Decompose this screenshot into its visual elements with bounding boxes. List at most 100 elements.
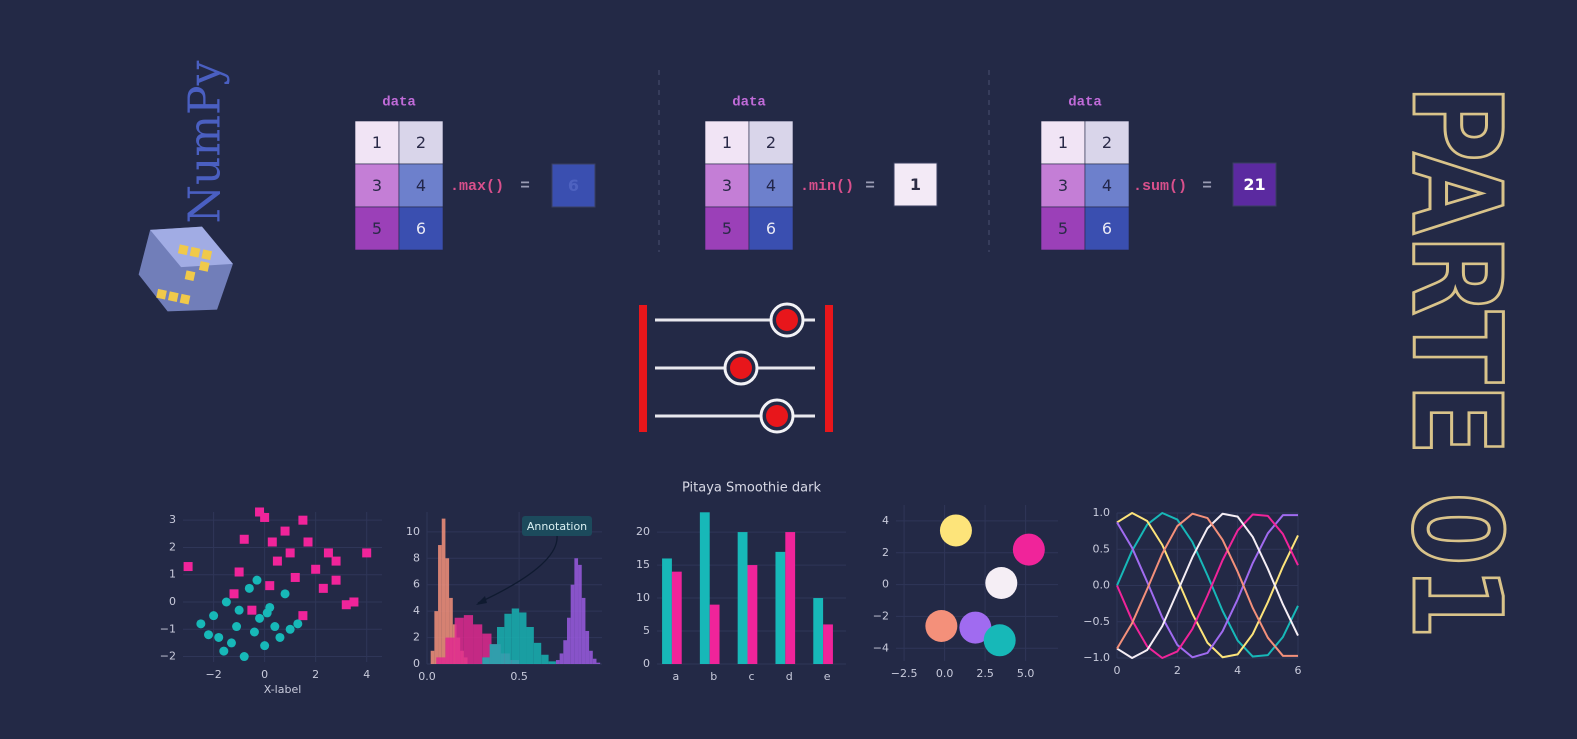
scatter-point <box>285 548 295 558</box>
histogram-bar <box>473 624 483 664</box>
scatter-point <box>331 556 341 566</box>
bar <box>709 604 720 664</box>
array-cell <box>748 120 794 165</box>
scatter-point <box>262 608 272 618</box>
abacus-bead <box>730 357 752 379</box>
histogram-bar <box>463 615 474 664</box>
array-cell <box>1040 206 1086 251</box>
bar <box>662 558 672 664</box>
histogram-bar <box>596 662 601 664</box>
scatter-point <box>239 652 249 662</box>
result-cell <box>893 162 938 207</box>
scatter-point <box>252 575 262 585</box>
scatter-point <box>293 619 303 629</box>
annotation-arrow <box>477 534 558 604</box>
x-tick-label: c <box>748 670 754 683</box>
chart-title: Pitaya Smoothie dark <box>682 481 821 496</box>
scatter-point <box>331 575 341 585</box>
array-value: 6 <box>766 219 776 238</box>
array-value: 2 <box>1102 133 1112 152</box>
x-tick-label: d <box>786 670 793 683</box>
scatter-point <box>196 619 206 629</box>
scatter-point <box>219 646 229 656</box>
x-tick-label: −2.5 <box>891 667 918 680</box>
y-tick-label: 2 <box>169 540 176 553</box>
histogram-bar <box>511 608 520 664</box>
x-tick-label: 0.5 <box>510 670 528 683</box>
histogram-bar <box>454 617 464 664</box>
x-tick-label: 5.0 <box>1017 667 1035 680</box>
array-value: 3 <box>372 176 382 195</box>
y-tick-label: −4 <box>873 641 889 654</box>
array-value: 5 <box>372 219 382 238</box>
logo-text: NumPy <box>180 60 231 223</box>
array-value: 3 <box>722 176 732 195</box>
result-cell <box>551 163 596 208</box>
array-cell <box>354 120 400 165</box>
scatter-point <box>255 507 265 517</box>
histogram-bar <box>578 564 582 664</box>
scatter-point <box>280 526 290 536</box>
array-value: 1 <box>1058 133 1068 152</box>
array-value: 6 <box>1102 219 1112 238</box>
scatter-point <box>247 605 257 615</box>
scatter-point <box>260 641 270 651</box>
histogram-bar <box>526 626 534 664</box>
histogram-bar <box>563 640 567 664</box>
x-tick-label: 0 <box>261 668 268 681</box>
bubble <box>959 611 992 644</box>
cube-pixel <box>167 291 179 303</box>
y-tick-label: 1.0 <box>1093 506 1111 519</box>
y-tick-label: 3 <box>169 513 176 526</box>
bar <box>737 532 748 664</box>
bubble <box>1012 533 1045 566</box>
scatter-point <box>323 548 333 558</box>
scatter-point <box>280 589 290 599</box>
array-cell <box>1084 120 1130 165</box>
histogram-bar <box>497 626 505 664</box>
array-value: 5 <box>1058 219 1068 238</box>
y-tick-label: −2 <box>873 609 889 622</box>
y-tick-label: 2 <box>882 546 889 559</box>
abacus-post <box>639 305 647 432</box>
y-tick-label: 0.5 <box>1093 542 1111 555</box>
array-cell <box>398 163 444 208</box>
histogram-bar <box>430 650 435 664</box>
scatter-point <box>260 512 270 522</box>
y-tick-label: 8 <box>413 551 420 564</box>
array-cell <box>1084 206 1130 251</box>
x-tick-label: 6 <box>1295 664 1302 677</box>
bubble <box>985 567 1018 599</box>
histogram-bar <box>585 630 590 664</box>
array-cell <box>704 163 750 208</box>
banner-text: PARTE 01 <box>1385 85 1527 640</box>
x-tick-label: 0.0 <box>418 670 436 683</box>
scatter-point <box>221 597 231 607</box>
scatter-point <box>275 632 285 642</box>
y-tick-label: 0 <box>169 595 176 608</box>
histogram-bar <box>574 558 579 664</box>
x-tick-label: e <box>824 670 831 683</box>
scatter-point <box>267 537 277 547</box>
histogram-bar <box>445 637 455 664</box>
y-tick-label: 2 <box>413 631 420 644</box>
logo-cube <box>138 226 233 312</box>
abacus-bead <box>776 309 798 331</box>
array-value: 5 <box>722 219 732 238</box>
scatter-point <box>204 630 214 640</box>
scatter-point <box>232 622 242 632</box>
y-tick-label: 0 <box>643 657 650 670</box>
histogram-bar <box>438 545 442 664</box>
scatter-point <box>341 600 351 610</box>
histogram-bar <box>445 558 450 664</box>
histogram-bar <box>567 617 571 664</box>
histogram-bar <box>504 613 512 664</box>
y-tick-label: 6 <box>413 578 420 591</box>
scatter-point <box>183 562 193 572</box>
histogram-bar <box>541 654 549 664</box>
array-label: data <box>1068 95 1102 111</box>
x-tick-label: a <box>673 670 680 683</box>
array-value: 4 <box>416 176 426 195</box>
scatter-point <box>298 611 308 621</box>
